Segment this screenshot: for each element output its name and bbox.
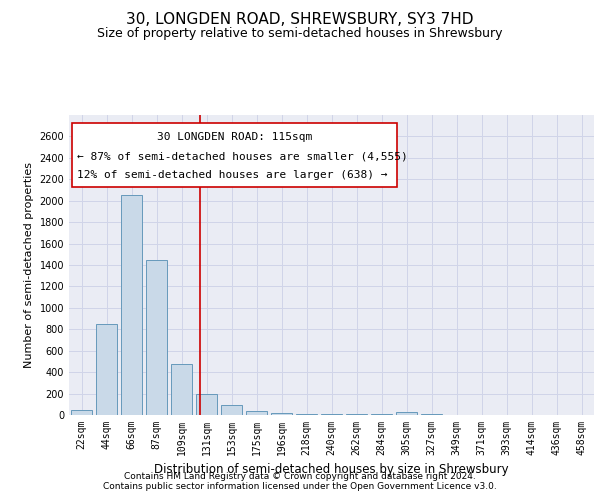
- Y-axis label: Number of semi-detached properties: Number of semi-detached properties: [24, 162, 34, 368]
- Bar: [246, 410, 267, 415]
- Bar: [271, 413, 292, 415]
- Bar: [321, 414, 342, 415]
- Bar: [196, 394, 217, 415]
- Bar: [421, 414, 442, 415]
- X-axis label: Distribution of semi-detached houses by size in Shrewsbury: Distribution of semi-detached houses by …: [154, 464, 509, 476]
- Text: 12% of semi-detached houses are larger (638) →: 12% of semi-detached houses are larger (…: [77, 170, 388, 180]
- Bar: [121, 196, 142, 415]
- Text: ← 87% of semi-detached houses are smaller (4,555): ← 87% of semi-detached houses are smalle…: [77, 151, 407, 161]
- Text: Contains HM Land Registry data © Crown copyright and database right 2024.: Contains HM Land Registry data © Crown c…: [124, 472, 476, 481]
- Text: Size of property relative to semi-detached houses in Shrewsbury: Size of property relative to semi-detach…: [97, 28, 503, 40]
- Bar: [296, 414, 317, 415]
- Text: 30, LONGDEN ROAD, SHREWSBURY, SY3 7HD: 30, LONGDEN ROAD, SHREWSBURY, SY3 7HD: [126, 12, 474, 28]
- Bar: [171, 364, 192, 415]
- Bar: [371, 414, 392, 415]
- Text: Contains public sector information licensed under the Open Government Licence v3: Contains public sector information licen…: [103, 482, 497, 491]
- Bar: [346, 414, 367, 415]
- Bar: [396, 412, 417, 415]
- Text: 30 LONGDEN ROAD: 115sqm: 30 LONGDEN ROAD: 115sqm: [157, 132, 312, 141]
- Bar: [96, 324, 117, 415]
- Bar: [221, 406, 242, 415]
- Bar: [146, 260, 167, 415]
- FancyBboxPatch shape: [71, 122, 397, 187]
- Bar: [71, 410, 92, 415]
